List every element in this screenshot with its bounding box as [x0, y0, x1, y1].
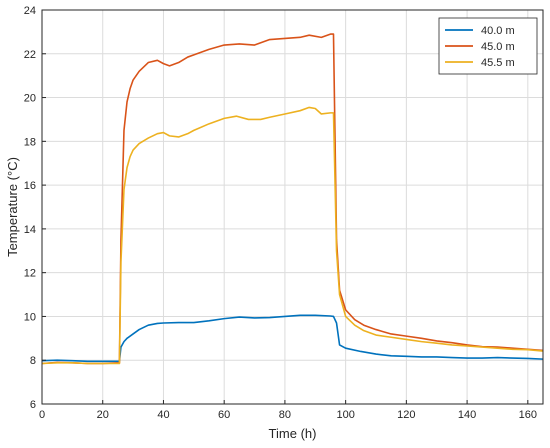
legend-box — [438, 17, 538, 75]
y-tick-label: 16 — [24, 180, 36, 192]
x-tick-label: 80 — [279, 409, 291, 421]
series-line-40-0-m — [41, 314, 544, 363]
series-lines — [41, 33, 544, 365]
legend-label: 45.5 m — [481, 57, 515, 69]
series-line-45-5-m — [41, 106, 544, 365]
series-line-45-0-m — [41, 33, 544, 365]
y-axis-title: Temperature (°C) — [5, 157, 20, 257]
x-tick-label: 20 — [97, 409, 109, 421]
x-axis-title: Time (h) — [269, 426, 317, 441]
legend: 40.0 m 45.0 m 45.5 m — [438, 17, 538, 75]
x-tick-label: 0 — [39, 409, 45, 421]
y-tick-label: 18 — [24, 136, 36, 148]
grid — [41, 9, 543, 405]
x-tick-label: 100 — [336, 409, 354, 421]
legend-label: 40.0 m — [481, 25, 515, 37]
y-tick-label: 6 — [30, 399, 36, 411]
axes — [41, 9, 544, 405]
y-tick-label: 24 — [24, 5, 36, 17]
x-tick-label: 120 — [397, 409, 415, 421]
y-tick-label: 14 — [24, 224, 36, 236]
y-tick-label: 22 — [24, 49, 36, 61]
x-tick-label: 140 — [458, 409, 476, 421]
y-tick-label: 20 — [24, 93, 36, 105]
legend-label: 45.0 m — [481, 41, 515, 53]
x-tick-label: 40 — [157, 409, 169, 421]
y-tick-label: 8 — [30, 355, 36, 367]
x-tick-label: 60 — [218, 409, 230, 421]
y-tick-label: 10 — [24, 311, 36, 323]
y-tick-label: 12 — [24, 268, 36, 280]
plot-frame — [41, 9, 544, 405]
tick-labels: 0 20 40 60 80 100 120 140 160 6 8 10 12 14 16 18 20 22 24 — [24, 5, 537, 421]
x-tick-label: 160 — [519, 409, 537, 421]
